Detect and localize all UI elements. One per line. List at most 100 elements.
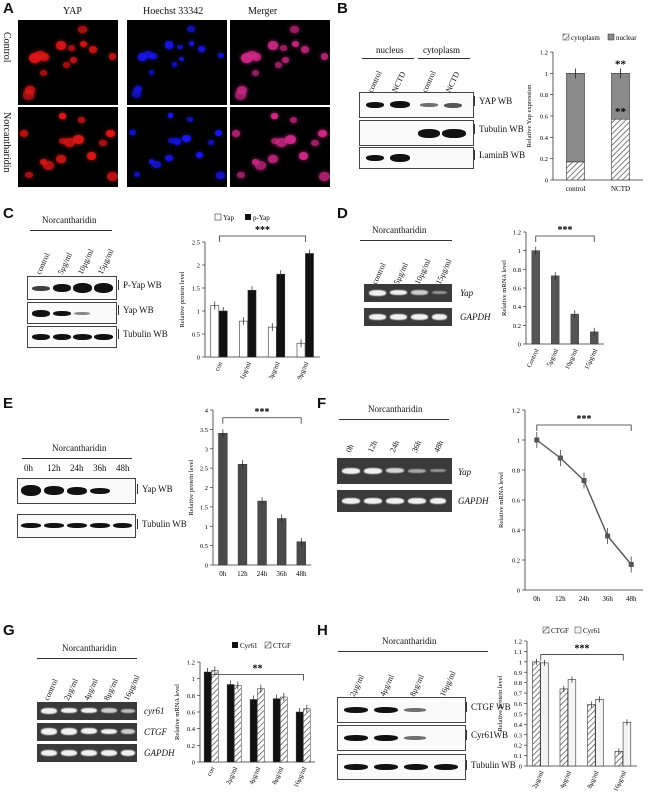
- y-tick-label: 0.3: [514, 732, 522, 739]
- bar-cyr61: [249, 699, 258, 763]
- bar-cyr61: [272, 698, 281, 763]
- cell-nucleus: [317, 129, 327, 138]
- cell-nucleus: [78, 25, 88, 34]
- y-tick-label: 0.2: [513, 323, 521, 330]
- treatment-label: Norcantharidin: [62, 643, 117, 653]
- x-tick-label: control: [566, 185, 586, 193]
- y-tick-label: 1.2: [187, 660, 195, 667]
- x-tick-label: 16μg/ml: [612, 770, 628, 793]
- lane-label: 4μg/ml: [82, 677, 100, 702]
- cell-nucleus: [149, 53, 157, 60]
- bar: [218, 433, 228, 566]
- micrograph-panel: [127, 107, 227, 187]
- y-tick-label: 0.2: [514, 743, 522, 750]
- x-tick-label: 12h: [237, 570, 248, 578]
- lane-label: control: [366, 69, 384, 94]
- lane-label: 48h: [116, 463, 130, 473]
- cell-nucleus: [99, 139, 107, 147]
- treatment-label: Norcantharidin: [372, 225, 427, 235]
- cell-nucleus: [187, 25, 195, 32]
- x-tick-label: 10μg/ml: [564, 348, 580, 371]
- cell-nucleus: [232, 129, 241, 137]
- western-blot-ctgf: [337, 697, 466, 723]
- microscopy-column-merger: Merger: [248, 6, 278, 17]
- western-blot-laminb: [359, 147, 474, 169]
- legend-label: CTGF: [273, 642, 291, 650]
- legend-label: CTGF: [551, 627, 569, 635]
- panel-label-c: C: [3, 205, 14, 222]
- lane-label: 48h: [432, 439, 446, 454]
- significance-bracket: [222, 417, 302, 424]
- significance-marker: ***: [575, 644, 590, 655]
- x-tick-label: 16μg/ml: [293, 766, 309, 789]
- y-tick-label: 4: [205, 408, 209, 415]
- cell-nucleus: [63, 137, 75, 148]
- bar-ctgf: [587, 704, 596, 767]
- pcr-gel-yap: [337, 458, 452, 484]
- cell-nucleus: [234, 90, 247, 101]
- cell-nucleus: [59, 113, 66, 119]
- significance-marker: **: [615, 106, 627, 118]
- gene-label-gapdh: GAPDH: [460, 312, 491, 322]
- y-tick-label: 0.5: [514, 711, 522, 718]
- x-tick-label: 9μg/ml: [296, 361, 310, 381]
- cell-nucleus: [172, 137, 182, 146]
- y-tick-label: 0: [518, 342, 521, 349]
- lane-label: control: [370, 261, 388, 286]
- y-tick-label: 0: [519, 764, 522, 771]
- treatment-underline: [338, 651, 488, 652]
- micrograph-panel: [230, 20, 330, 105]
- y-tick-label: 0.2: [540, 156, 548, 163]
- bar-p-yap: [247, 290, 257, 358]
- x-tick-label: 12h: [555, 595, 566, 603]
- cell-nucleus: [320, 53, 329, 60]
- y-tick-label: 2.5: [200, 466, 208, 473]
- lane-label: 8μg/ml: [102, 677, 120, 702]
- cell-nucleus: [29, 53, 41, 64]
- bar-p-yap: [218, 310, 228, 358]
- y-tick-label: 0.7: [514, 691, 523, 698]
- y-axis-label: Relative protein level: [179, 271, 186, 327]
- pcr-gel-gapdh: [364, 308, 452, 326]
- y-tick-label: 0.8: [512, 468, 520, 475]
- bar-cyr61: [595, 699, 604, 767]
- cell-nucleus: [86, 151, 97, 160]
- treatment-underline: [30, 230, 112, 231]
- lane-label: NCTD: [444, 70, 462, 94]
- micrograph-panel: [127, 20, 227, 105]
- lane-label: 12h: [47, 463, 61, 473]
- bar-p-yap: [305, 253, 314, 358]
- western-blot-yap: [27, 302, 117, 324]
- cell-nucleus: [107, 171, 118, 182]
- y-tick-label: 1.5: [200, 504, 208, 511]
- chart-d: 0 0.2 0.4 0.6 0.8 1 1.2 Relative mRNA level Cont…: [501, 225, 604, 371]
- cell-nucleus: [42, 160, 54, 171]
- cell-nucleus: [55, 154, 66, 164]
- y-tick-label: 1.2: [512, 408, 520, 415]
- cell-nucleus: [69, 56, 77, 63]
- x-tick-label: con: [206, 765, 217, 777]
- bar: [531, 250, 540, 345]
- chart-h: 0 0.1 0.2 0.3 0.4 0.5 0.6 0.7 0.8 0.9 1 1.1 1.2 Relat…: [497, 626, 637, 793]
- chart-g: 0 0.2 0.4 0.6 0.8 1 1.2 Relative mRNA level con 2…: [174, 641, 315, 789]
- western-blot-tubulin: [337, 754, 466, 780]
- blot-label-tubulin: Tubulin WB: [137, 519, 187, 529]
- x-tick-label: 2μg/ml: [531, 770, 545, 790]
- bar-cyr61: [540, 662, 549, 767]
- x-tick-label: 24h: [257, 570, 268, 578]
- y-tick-label: 1: [517, 438, 520, 445]
- x-tick-label: 24h: [579, 595, 590, 603]
- cell-nucleus: [168, 137, 175, 143]
- x-tick-label: 8μg/ml: [586, 770, 600, 790]
- y-tick-label: 0.9: [514, 670, 522, 677]
- y-tick-label: 1: [192, 676, 195, 683]
- cell-nucleus: [247, 51, 257, 60]
- blot-label-tubulin: Tubulin WB: [118, 329, 168, 339]
- cell-nucleus: [216, 171, 225, 180]
- cell-nucleus: [134, 85, 142, 93]
- legend-swatch-cytoplasm-hatch: [562, 33, 570, 41]
- panel-label-f: F: [317, 395, 327, 412]
- western-blot-tubulin: [359, 120, 474, 146]
- cell-nucleus: [254, 160, 266, 171]
- cell-nucleus: [301, 46, 310, 54]
